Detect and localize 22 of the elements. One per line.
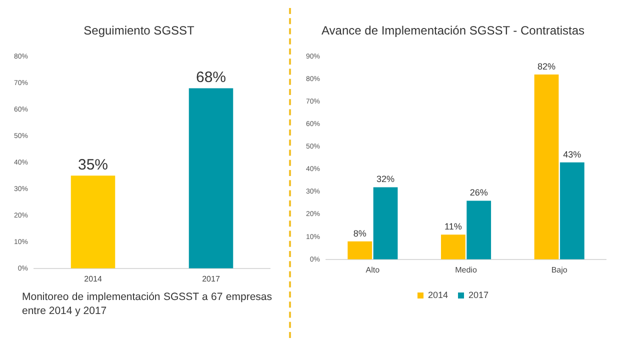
chart-title: Avance de Implementación SGSST - Contratistas <box>321 24 585 38</box>
x-tick-label: Medio <box>455 265 478 274</box>
bar <box>373 187 398 260</box>
bar <box>534 74 559 260</box>
x-tick-label: Alto <box>366 265 380 274</box>
bar <box>466 200 492 260</box>
legend-label: 2017 <box>468 290 489 300</box>
bar <box>348 241 372 260</box>
data-label: 35% <box>78 156 108 174</box>
legend-label: 2014 <box>428 290 448 300</box>
bar <box>560 162 584 260</box>
data-label: 68% <box>196 68 226 86</box>
data-label: 32% <box>376 174 395 184</box>
data-label: 8% <box>353 228 366 238</box>
text: Monitoreo de implementación SGSST a 67 empresas entre 2014 y 2017 <box>21 290 273 318</box>
data-label: 11% <box>444 222 462 232</box>
chart-title: Seguimiento SGSST <box>84 24 196 38</box>
data-label: 82% <box>537 61 556 72</box>
data-label: 26% <box>470 188 488 198</box>
bar <box>440 234 466 260</box>
data-label: 43% <box>563 149 582 160</box>
x-tick-label: Bajo <box>551 265 568 274</box>
